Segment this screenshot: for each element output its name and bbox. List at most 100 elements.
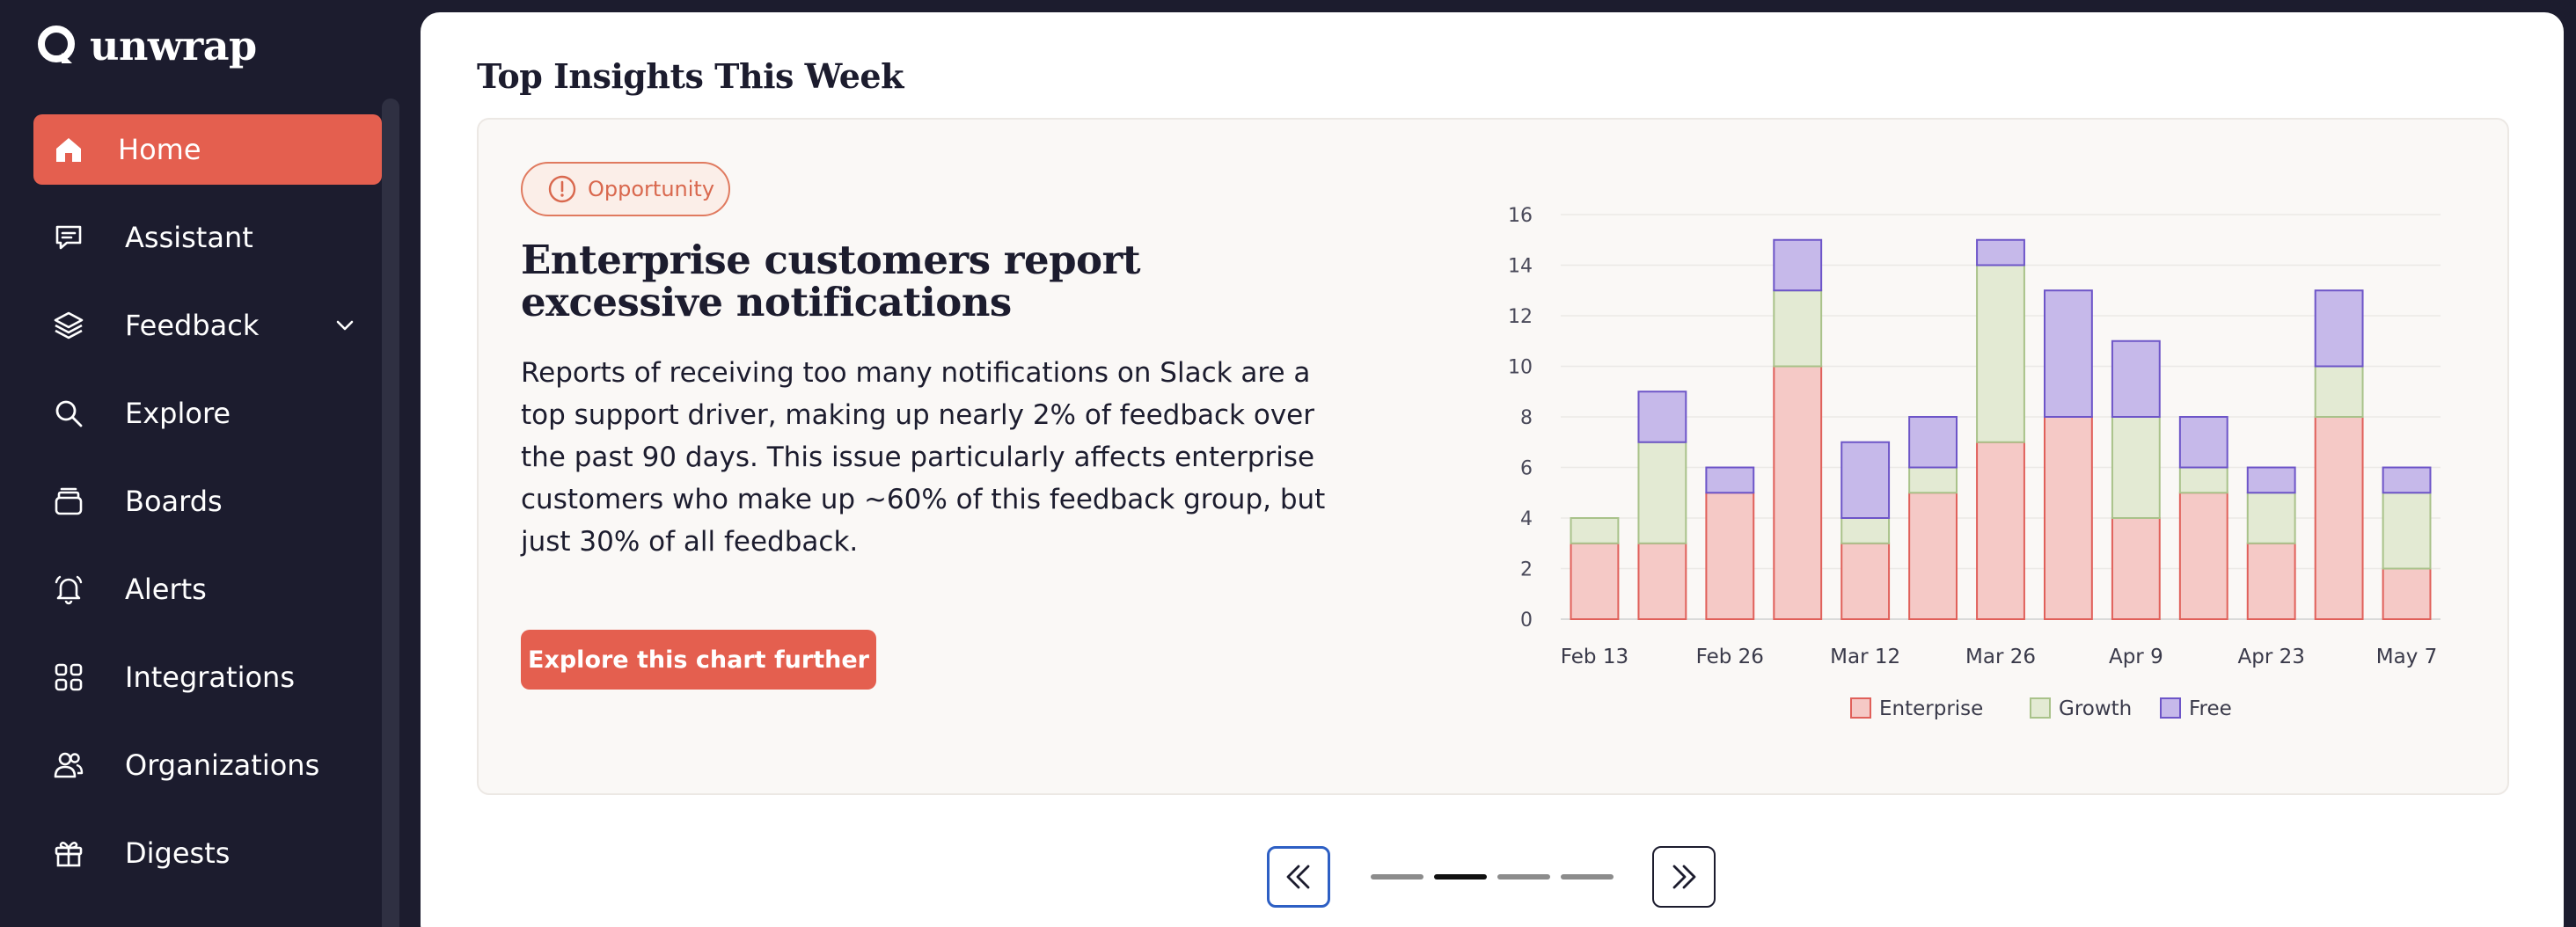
- boards-icon: [55, 487, 83, 515]
- y-tick-label: 2: [1520, 559, 1533, 581]
- sidebar-item-label: Alerts: [125, 573, 207, 606]
- sidebar-item-explore[interactable]: Explore: [33, 378, 382, 449]
- bar-growth: [1637, 441, 1687, 544]
- bar-enterprise: [2044, 416, 2093, 620]
- bell-icon: [55, 575, 83, 605]
- sidebar-item-feedback[interactable]: Feedback: [33, 290, 382, 361]
- next-insight-button[interactable]: [1652, 846, 1716, 908]
- bar-free: [1976, 238, 2025, 266]
- bar-enterprise: [1570, 542, 1620, 620]
- sidebar-item-label: Feedback: [125, 309, 260, 342]
- bar-enterprise: [2246, 542, 2296, 620]
- bar-free: [1908, 416, 1958, 469]
- bar-growth: [1570, 517, 1620, 544]
- grid-icon: [55, 663, 83, 691]
- bar-growth: [2111, 416, 2161, 519]
- chevrons-left-icon: [1286, 865, 1310, 889]
- bar-free: [2314, 289, 2364, 368]
- page-indicator-3[interactable]: [1497, 874, 1550, 880]
- alert-circle-icon: [548, 175, 576, 203]
- x-tick-label: Feb 13: [1561, 646, 1628, 668]
- page-indicator-2[interactable]: [1434, 874, 1487, 880]
- users-icon: [54, 752, 84, 778]
- y-tick-label: 16: [1508, 205, 1533, 227]
- sidebar-item-alerts[interactable]: Alerts: [33, 554, 382, 624]
- chevron-down-icon[interactable]: [333, 313, 357, 338]
- sidebar: unwrap Home Assistant Feedback Explo: [0, 0, 412, 927]
- search-icon: [55, 400, 83, 427]
- bar-free: [1637, 391, 1687, 443]
- insight-card: Opportunity Enterprise customers report …: [477, 118, 2509, 795]
- bar-free: [2382, 466, 2432, 494]
- bar-enterprise: [1908, 492, 1958, 620]
- y-tick-label: 12: [1508, 306, 1533, 328]
- home-icon: [56, 138, 81, 162]
- y-tick-label: 8: [1520, 407, 1533, 429]
- bar-growth: [2178, 466, 2228, 494]
- bar-growth: [1773, 289, 1823, 368]
- sidebar-item-boards[interactable]: Boards: [33, 466, 382, 536]
- bar-free: [2178, 416, 2228, 469]
- legend-label: Enterprise: [1879, 697, 1983, 720]
- sidebar-item-label: Boards: [125, 485, 223, 518]
- chevrons-right-icon: [1672, 865, 1696, 889]
- y-tick-label: 10: [1508, 357, 1533, 379]
- app-logo[interactable]: unwrap: [35, 21, 257, 70]
- section-title: Top Insights This Week: [477, 56, 904, 96]
- page-indicator-1[interactable]: [1371, 874, 1423, 880]
- sidebar-item-organizations[interactable]: Organizations: [33, 730, 382, 800]
- bar-free: [2111, 339, 2161, 418]
- sidebar-item-label: Integrations: [125, 661, 295, 694]
- sidebar-scrollbar[interactable]: [382, 99, 399, 927]
- sidebar-item-label: Home: [118, 133, 201, 166]
- bar-free: [1841, 441, 1891, 519]
- sidebar-item-label: Digests: [125, 836, 231, 870]
- bar-enterprise: [2314, 416, 2364, 620]
- x-tick-label: Mar 26: [1965, 646, 2036, 668]
- bar-growth: [1908, 466, 1958, 494]
- bar-free: [2246, 466, 2296, 494]
- app-name: unwrap: [90, 22, 257, 69]
- insight-title: Enterprise customers report excessive no…: [521, 237, 1141, 325]
- bar-enterprise: [1773, 365, 1823, 620]
- legend-label: Growth: [2059, 697, 2132, 720]
- bar-growth: [1841, 517, 1891, 544]
- explore-chart-button[interactable]: Explore this chart further: [521, 630, 876, 690]
- bar-enterprise: [1705, 492, 1755, 620]
- bar-growth: [2382, 492, 2432, 570]
- stacked-bar-chart: 0 2 4 6 8 10 12 14 16 Feb 13 Feb 26 Mar 12 Mar 26 Apr…: [1508, 205, 2441, 720]
- x-tick-label: Mar 12: [1830, 646, 1900, 668]
- sidebar-item-label: Explore: [125, 397, 231, 430]
- sidebar-item-label: Assistant: [125, 221, 253, 254]
- bar-growth: [2314, 365, 2364, 418]
- y-tick-label: 14: [1508, 256, 1533, 278]
- sidebar-item-assistant[interactable]: Assistant: [33, 202, 382, 273]
- x-tick-label: Apr 23: [2238, 646, 2305, 668]
- y-tick-label: 4: [1520, 508, 1533, 530]
- gift-icon: [55, 842, 83, 867]
- bar-enterprise: [1637, 542, 1687, 620]
- sidebar-item-integrations[interactable]: Integrations: [33, 642, 382, 712]
- badge-label: Opportunity: [588, 177, 715, 201]
- bar-enterprise: [2382, 567, 2432, 620]
- page-indicator-4[interactable]: [1561, 874, 1614, 880]
- bar-enterprise: [2178, 492, 2228, 620]
- sidebar-item-home[interactable]: Home: [33, 114, 382, 185]
- legend-swatch: [1850, 697, 1871, 719]
- previous-insight-button[interactable]: [1267, 846, 1330, 908]
- bar-growth: [2246, 492, 2296, 544]
- main-panel: Top Insights This Week Opportunity Enter…: [421, 12, 2564, 927]
- layers-icon: [54, 311, 84, 339]
- sidebar-item-digests[interactable]: Digests: [33, 818, 382, 888]
- unwrap-logo-icon: [38, 26, 75, 63]
- legend-swatch: [2160, 697, 2181, 719]
- sidebar-item-label: Organizations: [125, 748, 320, 782]
- bar-growth: [1976, 264, 2025, 443]
- insight-description: Reports of receiving too many notificati…: [521, 357, 1326, 558]
- legend-label: Free: [2189, 697, 2232, 720]
- chat-icon: [55, 225, 82, 250]
- y-tick-label: 6: [1520, 458, 1533, 480]
- bar-enterprise: [1841, 542, 1891, 620]
- bar-enterprise: [1976, 441, 2025, 620]
- opportunity-badge: Opportunity: [521, 162, 730, 216]
